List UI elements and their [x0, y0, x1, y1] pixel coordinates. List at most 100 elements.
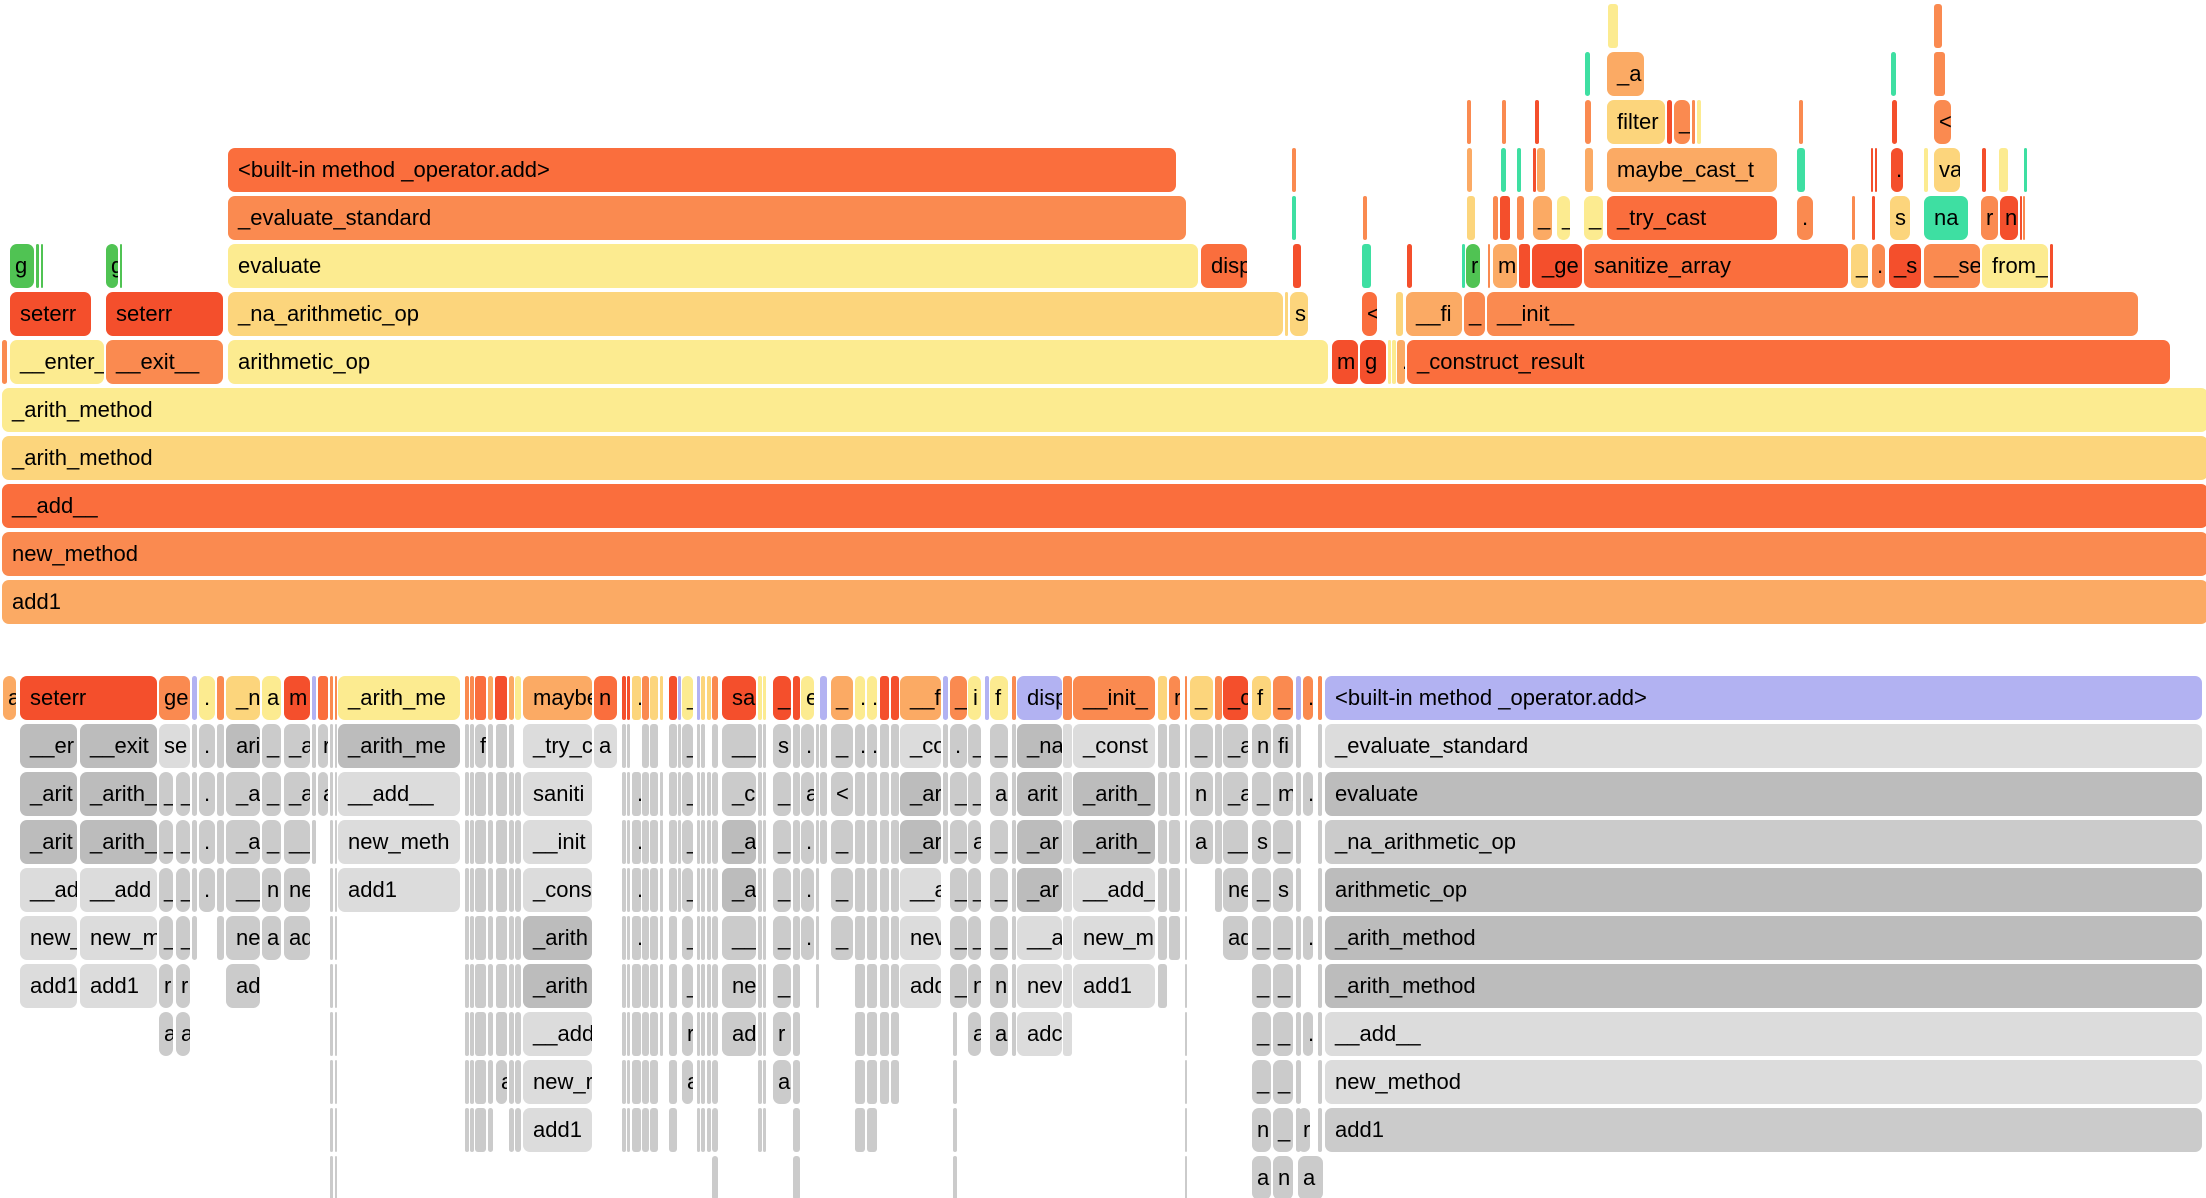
- sandwich-sliver[interactable]: [1318, 772, 1322, 816]
- sandwich-sliver[interactable]: [712, 916, 718, 960]
- sandwich-sliver[interactable]: [650, 868, 658, 912]
- flame-frame[interactable]: __init__: [1487, 292, 2138, 336]
- sandwich-header-frame[interactable]: sa: [722, 676, 756, 720]
- sandwich-sliver[interactable]: [793, 916, 800, 960]
- sandwich-caller-cell[interactable]: _arith: [523, 916, 592, 960]
- sandwich-header-frame[interactable]: [1318, 676, 1322, 720]
- sandwich-header-frame[interactable]: [1158, 676, 1167, 720]
- sandwich-caller-cell[interactable]: _ar: [900, 772, 941, 816]
- sandwich-sliver[interactable]: [330, 1108, 333, 1152]
- sandwich-caller-cell[interactable]: _arith_: [80, 820, 157, 864]
- flame-frame[interactable]: [1875, 148, 1877, 192]
- sandwich-sliver[interactable]: [335, 772, 337, 816]
- sandwich-sliver[interactable]: [758, 820, 762, 864]
- sandwich-sliver[interactable]: [880, 820, 889, 864]
- flame-frame[interactable]: .: [1797, 196, 1813, 240]
- flame-frame[interactable]: [1500, 196, 1510, 240]
- sandwich-sliver[interactable]: [642, 1012, 649, 1056]
- sandwich-sliver[interactable]: [622, 1012, 626, 1056]
- sandwich-sliver[interactable]: [627, 724, 630, 768]
- sandwich-sliver[interactable]: [475, 772, 486, 816]
- sandwich-caller-cell[interactable]: add1: [20, 964, 77, 1008]
- sandwich-sliver[interactable]: [330, 964, 333, 1008]
- flame-frame[interactable]: [1392, 340, 1396, 384]
- sandwich-caller-cell[interactable]: _arith_: [80, 772, 157, 816]
- flame-frame[interactable]: [2024, 148, 2027, 192]
- sandwich-sliver[interactable]: [1296, 964, 1301, 1008]
- sandwich-sliver[interactable]: [465, 820, 469, 864]
- sandwich-sliver[interactable]: [880, 724, 889, 768]
- sandwich-sliver[interactable]: [758, 868, 762, 912]
- sandwich-sliver[interactable]: [330, 916, 333, 960]
- sandwich-sliver[interactable]: [697, 772, 700, 816]
- sandwich-sliver[interactable]: [697, 964, 700, 1008]
- sandwich-caller-cell[interactable]: _: [262, 724, 281, 768]
- sandwich-sliver[interactable]: [470, 724, 474, 768]
- sandwich-sliver[interactable]: [642, 820, 649, 864]
- sandwich-caller-cell[interactable]: new_m: [1073, 916, 1155, 960]
- sandwich-caller-cell[interactable]: _: [176, 772, 190, 816]
- sandwich-sliver[interactable]: [509, 820, 514, 864]
- sandwich-sliver[interactable]: [660, 964, 663, 1008]
- sandwich-sliver[interactable]: [335, 868, 337, 912]
- sandwich-sliver[interactable]: [192, 820, 197, 864]
- sandwich-sliver[interactable]: [1185, 1012, 1187, 1056]
- sandwich-caller-cell[interactable]: __er: [20, 724, 77, 768]
- sandwich-caller-cell[interactable]: add: [900, 964, 941, 1008]
- sandwich-sliver[interactable]: [701, 1108, 705, 1152]
- sandwich-sliver[interactable]: [330, 820, 333, 864]
- sandwich-sliver[interactable]: [1158, 964, 1167, 1008]
- sandwich-sliver[interactable]: [1185, 772, 1187, 816]
- sandwich-sliver[interactable]: [669, 964, 677, 1008]
- sandwich-sliver[interactable]: [867, 820, 877, 864]
- sandwich-sliver[interactable]: [1318, 916, 1322, 960]
- sandwich-header-frame[interactable]: [509, 676, 514, 720]
- sandwich-caller-cell[interactable]: _: [831, 724, 853, 768]
- flame-frame[interactable]: g: [106, 244, 118, 288]
- sandwich-caller-cell[interactable]: ari: [226, 724, 260, 768]
- flame-frame[interactable]: [120, 244, 122, 288]
- sandwich-sliver[interactable]: [891, 724, 899, 768]
- sandwich-sliver[interactable]: [660, 772, 663, 816]
- sandwich-sliver[interactable]: [1318, 868, 1322, 912]
- sandwich-caller-cell[interactable]: m: [1273, 772, 1293, 816]
- sandwich-caller-cell[interactable]: _: [968, 724, 981, 768]
- sandwich-sliver[interactable]: [642, 964, 649, 1008]
- sandwich-sliver[interactable]: [465, 964, 469, 1008]
- flame-frame[interactable]: s: [1290, 292, 1308, 336]
- sandwich-sliver[interactable]: [678, 724, 681, 768]
- sandwich-sliver[interactable]: [816, 820, 819, 864]
- sandwich-caller-cell[interactable]: .: [632, 772, 641, 816]
- sandwich-sliver[interactable]: [669, 724, 677, 768]
- sandwich-sliver[interactable]: [515, 964, 521, 1008]
- sandwich-sliver[interactable]: [1296, 1060, 1301, 1104]
- sandwich-sliver[interactable]: [816, 916, 819, 960]
- sandwich-sliver[interactable]: [855, 1012, 865, 1056]
- sandwich-sliver[interactable]: [697, 1108, 700, 1152]
- sandwich-sliver[interactable]: [217, 916, 224, 960]
- sandwich-sliver[interactable]: [816, 772, 819, 816]
- sandwich-sliver[interactable]: [820, 724, 827, 768]
- sandwich-sliver[interactable]: [867, 868, 877, 912]
- sandwich-caller-cell[interactable]: .: [199, 820, 215, 864]
- sandwich-sliver[interactable]: [1158, 724, 1167, 768]
- sandwich-sliver[interactable]: [465, 772, 469, 816]
- sandwich-caller-cell[interactable]: f: [475, 724, 486, 768]
- sandwich-caller-cell[interactable]: new_m: [80, 916, 157, 960]
- sandwich-sliver[interactable]: [712, 1012, 718, 1056]
- sandwich-sliver[interactable]: [632, 1108, 641, 1152]
- flame-frame[interactable]: new_method: [2, 532, 2206, 576]
- sandwich-caller-cell[interactable]: _arith_method: [1325, 964, 2202, 1008]
- sandwich-sliver[interactable]: [1296, 724, 1301, 768]
- flame-frame[interactable]: .: [1891, 148, 1903, 192]
- sandwich-caller-cell[interactable]: _a: [226, 772, 260, 816]
- sandwich-caller-cell[interactable]: _: [773, 772, 791, 816]
- sandwich-sliver[interactable]: [515, 1108, 521, 1152]
- sandwich-sliver[interactable]: [855, 964, 865, 1008]
- sandwich-sliver[interactable]: [627, 1060, 630, 1104]
- flame-frame[interactable]: add1: [2, 580, 2206, 624]
- sandwich-header-frame[interactable]: _arith_me: [338, 676, 460, 720]
- sandwich-sliver[interactable]: [891, 916, 899, 960]
- sandwich-sliver[interactable]: [192, 772, 197, 816]
- flame-frame[interactable]: [1363, 196, 1367, 240]
